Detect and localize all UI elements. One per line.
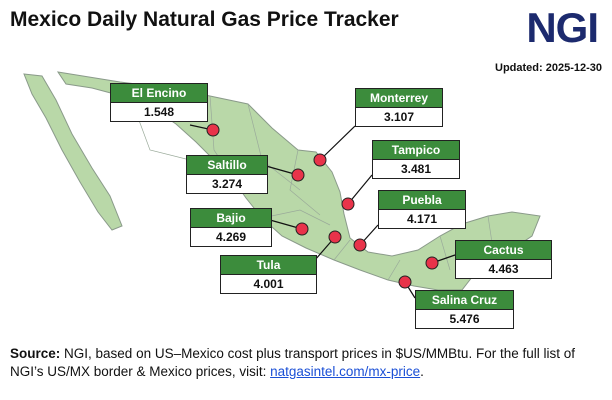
price-label: Bajio 4.269 bbox=[190, 208, 272, 247]
location-price: 4.269 bbox=[191, 228, 271, 246]
title: Mexico Daily Natural Gas Price Tracker bbox=[10, 8, 399, 31]
location-price: 3.274 bbox=[187, 175, 267, 193]
price-label: Puebla 4.171 bbox=[378, 190, 466, 229]
source-link[interactable]: natgasintel.com/mx-price bbox=[270, 364, 421, 379]
location-dot bbox=[206, 123, 220, 137]
location-name: Bajio bbox=[191, 209, 271, 228]
price-label: Salina Cruz 5.476 bbox=[415, 290, 514, 329]
location-name: Monterrey bbox=[356, 89, 442, 108]
location-dot bbox=[328, 230, 342, 244]
source-text: NGI, based on US–Mexico cost plus transp… bbox=[10, 346, 575, 379]
price-label: Tula 4.001 bbox=[220, 255, 317, 294]
location-name: Saltillo bbox=[187, 156, 267, 175]
map bbox=[23, 71, 541, 299]
location-dot bbox=[398, 275, 412, 289]
location-dot bbox=[353, 238, 367, 252]
logo: NGI bbox=[526, 4, 599, 51]
location-price: 4.171 bbox=[379, 210, 465, 228]
location-dot bbox=[295, 222, 309, 236]
price-label: Monterrey 3.107 bbox=[355, 88, 443, 127]
source-end: . bbox=[420, 364, 424, 379]
updated-date: Updated: 2025-12-30 bbox=[495, 62, 602, 74]
location-name: Puebla bbox=[379, 191, 465, 210]
price-label: Saltillo 3.274 bbox=[186, 155, 268, 194]
location-price: 4.001 bbox=[221, 275, 316, 293]
location-dot bbox=[425, 256, 439, 270]
location-price: 4.463 bbox=[456, 260, 551, 278]
location-price: 5.476 bbox=[416, 310, 513, 328]
location-name: Salina Cruz bbox=[416, 291, 513, 310]
location-price: 3.481 bbox=[373, 160, 459, 178]
location-name: Tampico bbox=[373, 141, 459, 160]
baja-california bbox=[23, 73, 123, 231]
leader-line bbox=[319, 125, 356, 161]
footer: Source: NGI, based on US–Mexico cost plu… bbox=[10, 345, 600, 381]
location-dot bbox=[291, 168, 305, 182]
price-label: Tampico 3.481 bbox=[372, 140, 460, 179]
location-dot bbox=[341, 197, 355, 211]
source-label: Source: bbox=[10, 346, 61, 361]
price-label: El Encino 1.548 bbox=[110, 83, 208, 122]
location-price: 3.107 bbox=[356, 108, 442, 126]
location-name: El Encino bbox=[111, 84, 207, 103]
price-label: Cactus 4.463 bbox=[455, 240, 552, 279]
location-price: 1.548 bbox=[111, 103, 207, 121]
location-name: Cactus bbox=[456, 241, 551, 260]
location-dot bbox=[313, 153, 327, 167]
location-name: Tula bbox=[221, 256, 316, 275]
